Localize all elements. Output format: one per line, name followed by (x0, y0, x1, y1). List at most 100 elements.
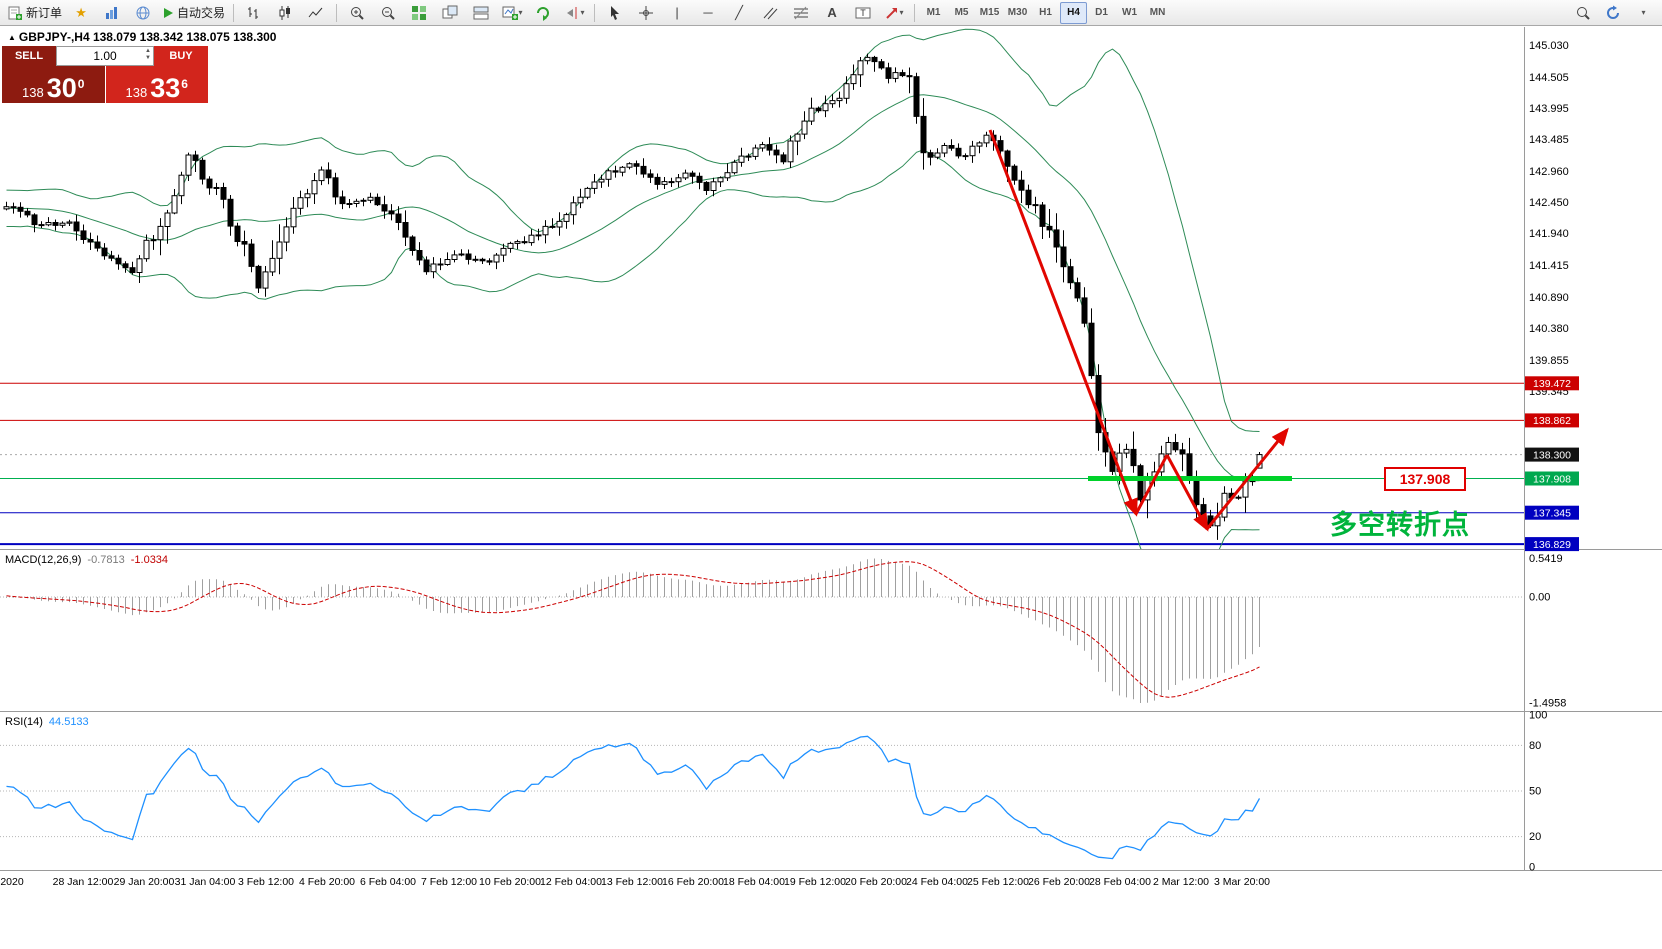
new-chart-button[interactable]: ▾ (497, 1, 527, 25)
fibonacci-tool-button[interactable] (786, 1, 816, 25)
play-icon (164, 7, 174, 18)
svg-text:13 Feb 12:00: 13 Feb 12:00 (601, 876, 663, 888)
symbol-up-icon: ▲ (8, 33, 16, 42)
zoom-in-button[interactable] (342, 1, 372, 25)
chart-bars-type-button[interactable] (239, 1, 269, 25)
tile-grid-icon (412, 5, 427, 20)
price-level-flag[interactable]: 137.908 (1384, 467, 1466, 491)
turning-point-note[interactable]: 多空转折点 (1330, 510, 1470, 540)
volume-input[interactable] (73, 48, 137, 64)
timeframe-m15-button[interactable]: M15 (979, 7, 1000, 18)
spinner-up-icon[interactable]: ▲ (145, 48, 151, 54)
svg-text:24 Feb 04:00: 24 Feb 04:00 (906, 876, 968, 888)
arrange-windows-button[interactable] (466, 1, 496, 25)
new-order-icon (8, 6, 22, 20)
search-button[interactable] (1568, 1, 1598, 25)
buy-price-pips: 33 (150, 73, 181, 103)
auto-scroll-button[interactable] (528, 1, 558, 25)
timeframe-w1-button[interactable]: W1 (1122, 7, 1138, 18)
cascade-windows-button[interactable] (435, 1, 465, 25)
svg-text:136.829: 136.829 (1533, 539, 1571, 551)
text-icon: A (827, 4, 837, 20)
svg-text:138.300: 138.300 (1533, 449, 1571, 461)
trendline-tool-button[interactable]: ╱ (724, 1, 754, 25)
buy-price-main: 138 (125, 85, 148, 100)
svg-text:20 Feb 20:00: 20 Feb 20:00 (845, 876, 907, 888)
svg-text:T: T (860, 8, 866, 18)
volume-box: ▲▼ (56, 46, 154, 66)
crosshair-tool-button[interactable] (631, 1, 661, 25)
arrange-icon (473, 6, 489, 19)
timeframe-m5-button[interactable]: M5 (954, 7, 969, 18)
shapes-dropdown-button[interactable]: ▾ (879, 1, 909, 25)
timeframe-h1-button[interactable]: H1 (1039, 7, 1052, 18)
toolbar-separator (336, 3, 338, 22)
svg-text:3 Feb 12:00: 3 Feb 12:00 (238, 876, 294, 888)
ohlc-bars-icon (248, 6, 259, 19)
spinner-down-icon[interactable]: ▼ (145, 55, 151, 61)
svg-text:2020: 2020 (0, 876, 24, 888)
line-chart-icon (308, 7, 323, 17)
vertical-line-tool-button[interactable]: | (662, 1, 692, 25)
shapes-caret-icon: ▾ (899, 8, 904, 17)
new-chart-dropdown-icon: ▾ (518, 8, 523, 17)
timeframe-m30-button[interactable]: M30 (1007, 7, 1028, 18)
svg-text:139.472: 139.472 (1533, 378, 1571, 390)
timeframe-mn-button[interactable]: MN (1149, 7, 1166, 18)
svg-text:80: 80 (1529, 740, 1541, 752)
sell-button[interactable]: SELL (2, 46, 56, 66)
horizontal-line-icon: ─ (703, 4, 713, 20)
cursor-icon (611, 5, 620, 20)
svg-text:12 Feb 04:00: 12 Feb 04:00 (540, 876, 602, 888)
channel-icon (763, 7, 778, 19)
timeframe-h4-button[interactable]: H4 (1060, 1, 1088, 24)
svg-text:145.030: 145.030 (1529, 40, 1569, 52)
text-tool-button[interactable]: A (817, 1, 847, 25)
label-tool-button[interactable]: T (848, 1, 878, 25)
horizontal-line-tool-button[interactable]: ─ (693, 1, 723, 25)
buy-button[interactable]: BUY (154, 46, 208, 66)
svg-text:139.855: 139.855 (1529, 355, 1569, 367)
timeframe-m1-button[interactable]: M1 (926, 7, 941, 18)
chart-shift-button[interactable]: ▾ (559, 1, 589, 25)
svg-text:0.5419: 0.5419 (1529, 553, 1563, 565)
mql-wizard-button[interactable]: ★ (66, 1, 96, 25)
timeframe-d1-button[interactable]: D1 (1095, 7, 1108, 18)
refresh-icon (1607, 5, 1619, 19)
trendline-icon: ╱ (735, 4, 743, 20)
toolbar-separator (914, 3, 916, 22)
sell-price[interactable]: 138 30 0 (2, 66, 105, 103)
channel-tool-button[interactable] (755, 1, 785, 25)
svg-text:141.415: 141.415 (1529, 260, 1569, 272)
profiles-button[interactable] (97, 1, 127, 25)
rsi-value: 44.5133 (48, 716, 89, 728)
crosshair-icon (639, 5, 654, 20)
refresh-button[interactable] (1598, 1, 1628, 25)
zoom-out-button[interactable] (373, 1, 403, 25)
svg-text:-1.4958: -1.4958 (1529, 698, 1566, 710)
main-toolbar: 新订单 ★ 自动交易 (0, 0, 1662, 26)
market-button[interactable] (128, 1, 158, 25)
label-icon: T (855, 7, 871, 18)
tile-windows-button[interactable] (404, 1, 434, 25)
svg-text:50: 50 (1529, 786, 1541, 798)
auto-trading-button[interactable]: 自动交易 (159, 1, 228, 25)
svg-text:100: 100 (1529, 710, 1547, 722)
svg-text:137.908: 137.908 (1533, 473, 1571, 485)
chart-candles-type-button[interactable] (270, 1, 300, 25)
zoom-out-icon (382, 6, 395, 20)
auto-trading-label: 自动交易 (177, 6, 226, 20)
candles-icon (279, 5, 291, 20)
new-order-button[interactable]: 新订单 (4, 1, 65, 25)
chart-shift-dropdown-icon: ▾ (580, 8, 585, 17)
sell-price-pips: 30 (46, 73, 77, 103)
cursor-tool-button[interactable] (600, 1, 630, 25)
svg-text:0.00: 0.00 (1529, 592, 1550, 604)
svg-text:0: 0 (1529, 862, 1535, 874)
buy-price[interactable]: 138 33 6 (105, 66, 208, 103)
toolbar-overflow-button[interactable]: ▾ (1628, 1, 1658, 25)
chart-line-type-button[interactable] (301, 1, 331, 25)
globe-icon (136, 6, 150, 19)
chart-canvas[interactable]: 145.030 144.505 143.995 143.485 142.960 142.4… (0, 27, 1662, 949)
volume-spinner[interactable]: ▲ ▼ (145, 48, 151, 62)
